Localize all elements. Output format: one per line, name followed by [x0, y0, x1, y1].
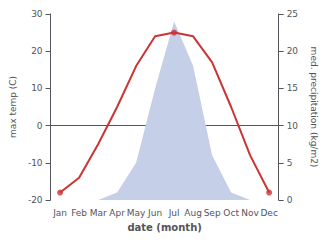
svg-text:Dec: Dec: [260, 208, 277, 218]
svg-text:-20: -20: [28, 195, 43, 205]
svg-text:Apr: Apr: [109, 208, 125, 218]
svg-text:Aug: Aug: [184, 208, 202, 218]
svg-text:20: 20: [31, 46, 43, 56]
svg-text:Oct: Oct: [223, 208, 239, 218]
svg-text:Jun: Jun: [147, 208, 162, 218]
svg-text:10: 10: [287, 121, 299, 131]
svg-text:date (month): date (month): [127, 222, 201, 233]
svg-text:20: 20: [287, 46, 299, 56]
svg-text:Sep: Sep: [204, 208, 221, 218]
svg-text:5: 5: [287, 158, 293, 168]
svg-text:30: 30: [31, 9, 43, 19]
svg-text:Mar: Mar: [90, 208, 107, 218]
svg-text:0: 0: [287, 195, 293, 205]
svg-text:Nov: Nov: [241, 208, 259, 218]
svg-text:25: 25: [287, 9, 298, 19]
svg-text:-10: -10: [28, 158, 43, 168]
svg-text:0: 0: [37, 121, 43, 131]
svg-text:max temp (C): max temp (C): [8, 76, 18, 138]
svg-text:10: 10: [31, 83, 43, 93]
svg-text:Jul: Jul: [168, 208, 180, 218]
svg-text:Feb: Feb: [71, 208, 87, 218]
svg-text:Jan: Jan: [52, 208, 67, 218]
svg-text:med. precipitation (kg/m2): med. precipitation (kg/m2): [309, 47, 319, 168]
svg-text:15: 15: [287, 83, 298, 93]
svg-text:May: May: [127, 208, 146, 218]
